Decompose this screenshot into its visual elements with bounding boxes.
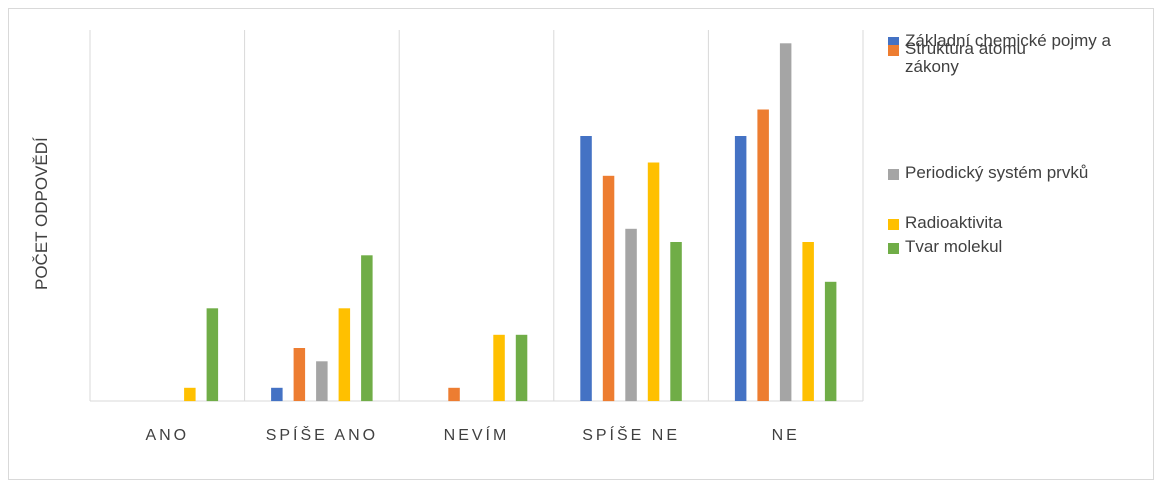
bar <box>206 308 219 402</box>
bar <box>802 242 814 401</box>
legend-item: Radioaktivita <box>888 213 1002 236</box>
x-tick-label: NEVÍM <box>444 425 510 444</box>
bar <box>271 387 283 402</box>
bar <box>184 387 196 402</box>
bar <box>580 136 592 401</box>
bar <box>670 242 682 401</box>
x-tick-label: ANO <box>145 427 189 444</box>
x-tick-label: SPÍŠE ANO <box>266 425 378 444</box>
legend-label: Periodický systém prvků <box>905 163 1089 182</box>
legend-swatch <box>888 219 899 230</box>
bar <box>647 162 660 401</box>
x-tick-label: NE <box>772 427 800 444</box>
bar <box>824 281 837 402</box>
legend-label: Tvar molekul <box>905 237 1003 256</box>
bar <box>361 255 373 402</box>
legend-item: Základní chemické pojmy a zákony <box>888 31 1150 80</box>
bar <box>338 308 351 402</box>
bar <box>779 43 792 402</box>
legend-label: Základní chemické pojmy a zákony <box>905 31 1111 76</box>
bar <box>293 348 306 401</box>
x-tick-label: SPÍŠE NE <box>582 425 680 444</box>
bar <box>515 334 528 402</box>
y-axis-label: POČET ODPOVĚDÍ <box>32 137 51 290</box>
legend-swatch <box>888 45 899 56</box>
legend-item: Periodický systém prvků <box>888 163 1088 186</box>
bar <box>493 334 505 402</box>
legend-swatch <box>888 37 899 48</box>
bar <box>602 175 615 402</box>
grid-lines <box>89 30 864 402</box>
bars <box>184 43 837 402</box>
legend-item: Struktura atomu <box>888 39 1026 62</box>
legend-label: Struktura atomu <box>905 39 1026 58</box>
bar <box>625 228 637 402</box>
x-tick-labels: ANO SPÍŠE ANO NEVÍM SPÍŠE NE NE <box>145 425 800 444</box>
legend-swatch <box>888 169 899 180</box>
legend-item: Tvar molekul <box>888 237 1002 260</box>
legend-swatch <box>888 243 899 254</box>
bar <box>734 136 747 401</box>
bar <box>316 361 328 402</box>
bar <box>757 109 769 401</box>
bar <box>448 387 460 402</box>
legend-label: Radioaktivita <box>905 213 1003 232</box>
